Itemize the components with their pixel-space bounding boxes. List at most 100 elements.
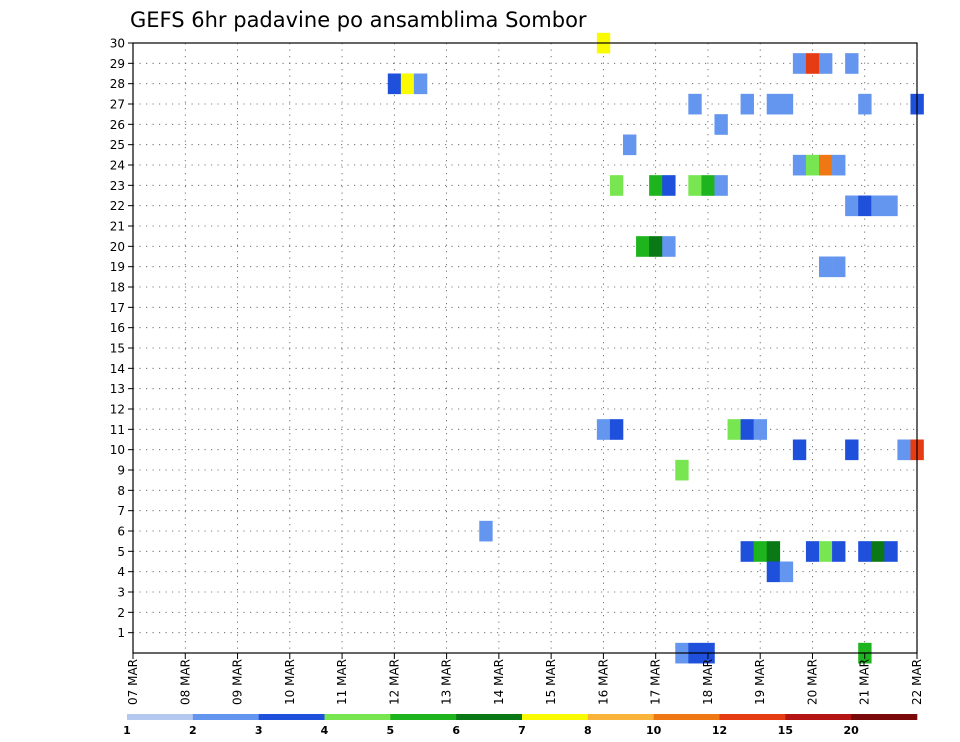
x-tick-label: 13 MAR	[440, 659, 454, 705]
legend-label: 5	[387, 724, 395, 737]
heatmap-cell	[819, 541, 833, 562]
x-tick-label: 10 MAR	[283, 659, 297, 705]
heatmap-cell	[805, 541, 820, 562]
y-tick-label: 19	[110, 260, 125, 274]
heatmap-cell	[832, 256, 846, 278]
legend-label: 8	[584, 724, 592, 737]
heatmap-cell	[832, 541, 846, 562]
heatmap-cell	[688, 93, 702, 115]
heatmap-cell	[688, 175, 702, 196]
chart-title: GEFS 6hr padavine po ansamblima Sombor	[130, 8, 587, 32]
heatmap-cell	[609, 175, 624, 196]
y-tick-label: 13	[110, 382, 125, 396]
heatmap-cell	[636, 236, 650, 257]
x-axis: 07 MAR 08 MAR 09 MAR 10 MAR 11 MAR 12 MAR 13 M…	[126, 653, 924, 705]
legend-swatch	[192, 714, 259, 720]
x-tick-label: 09 MAR	[231, 659, 245, 705]
heatmap-cell	[884, 195, 898, 217]
heatmap-cell	[413, 73, 428, 95]
heatmap-cell	[845, 53, 859, 74]
heatmap-cell	[819, 256, 833, 278]
y-axis: 1234567891011121314151617181920212223242…	[110, 37, 133, 640]
y-tick-label: 11	[110, 423, 125, 437]
heatmap-cell	[649, 175, 663, 196]
heatmap-cell	[779, 93, 794, 115]
heatmap-cell	[649, 236, 663, 257]
legend-label: 6	[452, 724, 460, 737]
heatmap-cell	[766, 561, 781, 583]
y-tick-label: 23	[110, 179, 125, 193]
y-tick-label: 9	[117, 464, 125, 478]
heatmap-cell	[766, 541, 781, 562]
y-tick-label: 29	[110, 57, 125, 71]
legend-label: 1	[123, 724, 131, 737]
legend-label: 15	[778, 724, 793, 737]
y-tick-label: 16	[110, 321, 125, 335]
heatmap-cell	[753, 419, 768, 440]
legend-swatch	[456, 714, 523, 720]
y-tick-label: 12	[110, 403, 125, 417]
legend-label: 20	[844, 724, 860, 737]
y-tick-label: 27	[110, 98, 125, 112]
x-tick-label: 14 MAR	[492, 659, 506, 705]
legend-swatch	[522, 714, 589, 720]
heatmap-cell	[766, 93, 781, 115]
heatmap-cell	[623, 134, 637, 156]
y-tick-label: 18	[110, 281, 125, 295]
y-tick-label: 4	[117, 565, 125, 579]
y-tick-label: 21	[110, 220, 125, 234]
y-tick-label: 30	[110, 37, 125, 51]
legend-swatch	[324, 714, 391, 720]
legend-label: 10	[646, 724, 662, 737]
legend-swatch	[653, 714, 720, 720]
y-tick-label: 28	[110, 77, 125, 91]
heatmap-cell	[714, 175, 728, 196]
y-tick-label: 15	[110, 342, 125, 356]
heatmap-cell	[819, 154, 833, 176]
x-tick-label: 15 MAR	[544, 659, 558, 705]
heatmap-cell	[609, 419, 624, 440]
x-tick-label: 21 MAR	[858, 659, 872, 705]
heatmap-cell	[897, 439, 911, 461]
legend-swatch	[390, 714, 457, 720]
y-tick-label: 17	[110, 301, 125, 315]
legend-label: 4	[321, 724, 329, 737]
y-tick-label: 1	[117, 626, 125, 640]
heatmap-cell	[701, 175, 715, 196]
heatmap-cell	[858, 195, 872, 217]
heatmap-cell	[387, 73, 402, 95]
heatmap-cell	[662, 175, 676, 196]
heatmap-cell	[596, 419, 611, 440]
heatmap-cell	[858, 93, 872, 115]
y-tick-label: 14	[110, 362, 125, 376]
x-tick-label: 22 MAR	[910, 659, 924, 705]
y-tick-label: 26	[110, 118, 125, 132]
heatmap-cell	[662, 236, 676, 257]
heatmap-cell	[727, 419, 741, 440]
color-legend: 1 2 3 4 5 6 7 8 10 12 15 20	[123, 714, 918, 737]
heatmap-cell	[792, 53, 807, 74]
legend-swatch	[127, 714, 194, 720]
y-tick-label: 25	[110, 138, 125, 152]
y-tick-label: 2	[117, 606, 125, 620]
heatmap-cell	[400, 73, 415, 95]
x-tick-label: 12 MAR	[387, 659, 401, 705]
heatmap-cell	[845, 439, 859, 461]
heatmap-cell	[805, 53, 820, 74]
heatmap-cell	[740, 419, 754, 440]
heatmap-cell	[675, 459, 689, 481]
x-tick-label: 18 MAR	[701, 659, 715, 705]
y-tick-label: 22	[110, 199, 125, 213]
y-tick-label: 8	[117, 484, 125, 498]
legend-label: 7	[518, 724, 526, 737]
heatmap-cell	[714, 114, 728, 135]
y-tick-label: 6	[117, 525, 125, 539]
heatmap-cell	[792, 154, 807, 176]
heatmap-cell	[779, 561, 794, 583]
legend-swatch	[719, 714, 786, 720]
heatmap-cell	[740, 93, 754, 115]
x-tick-label: 20 MAR	[805, 659, 819, 705]
y-tick-label: 7	[117, 504, 125, 518]
x-tick-label: 07 MAR	[126, 659, 140, 705]
legend-swatch	[785, 714, 852, 720]
